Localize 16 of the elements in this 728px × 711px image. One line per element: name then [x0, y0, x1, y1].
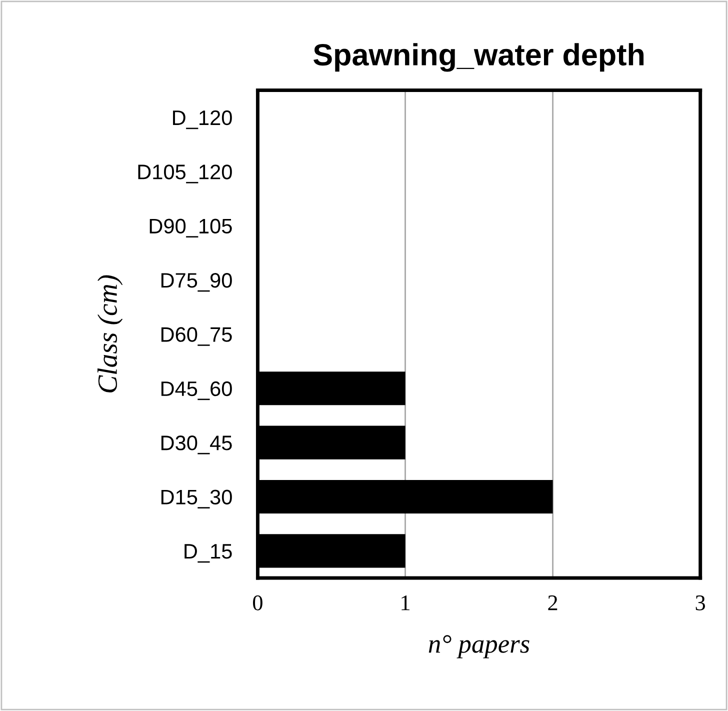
- y-tick-label: D45_60: [161, 381, 232, 400]
- chart-title: Spawning_water depth: [314, 43, 644, 72]
- y-tick-label: D105_120: [138, 164, 232, 184]
- x-tick-label: 1: [402, 595, 410, 610]
- x-axis-title: n° papers: [428, 635, 530, 658]
- x-tick-label: 2: [548, 595, 558, 610]
- y-tick-label: D_15: [184, 544, 232, 563]
- y-tick-label: D90_105: [150, 218, 232, 238]
- y-tick-label: D75_90: [161, 272, 232, 292]
- y-axis-title: Class (cm): [97, 275, 123, 392]
- y-tick-label: D30_45: [161, 436, 232, 454]
- y-tick-label: D60_75: [161, 327, 232, 346]
- y-tick-label: D15_30: [161, 490, 232, 508]
- x-tick-label: 3: [696, 595, 706, 610]
- x-tick-label: 0: [253, 595, 262, 610]
- y-tick-label: D_120: [173, 110, 232, 130]
